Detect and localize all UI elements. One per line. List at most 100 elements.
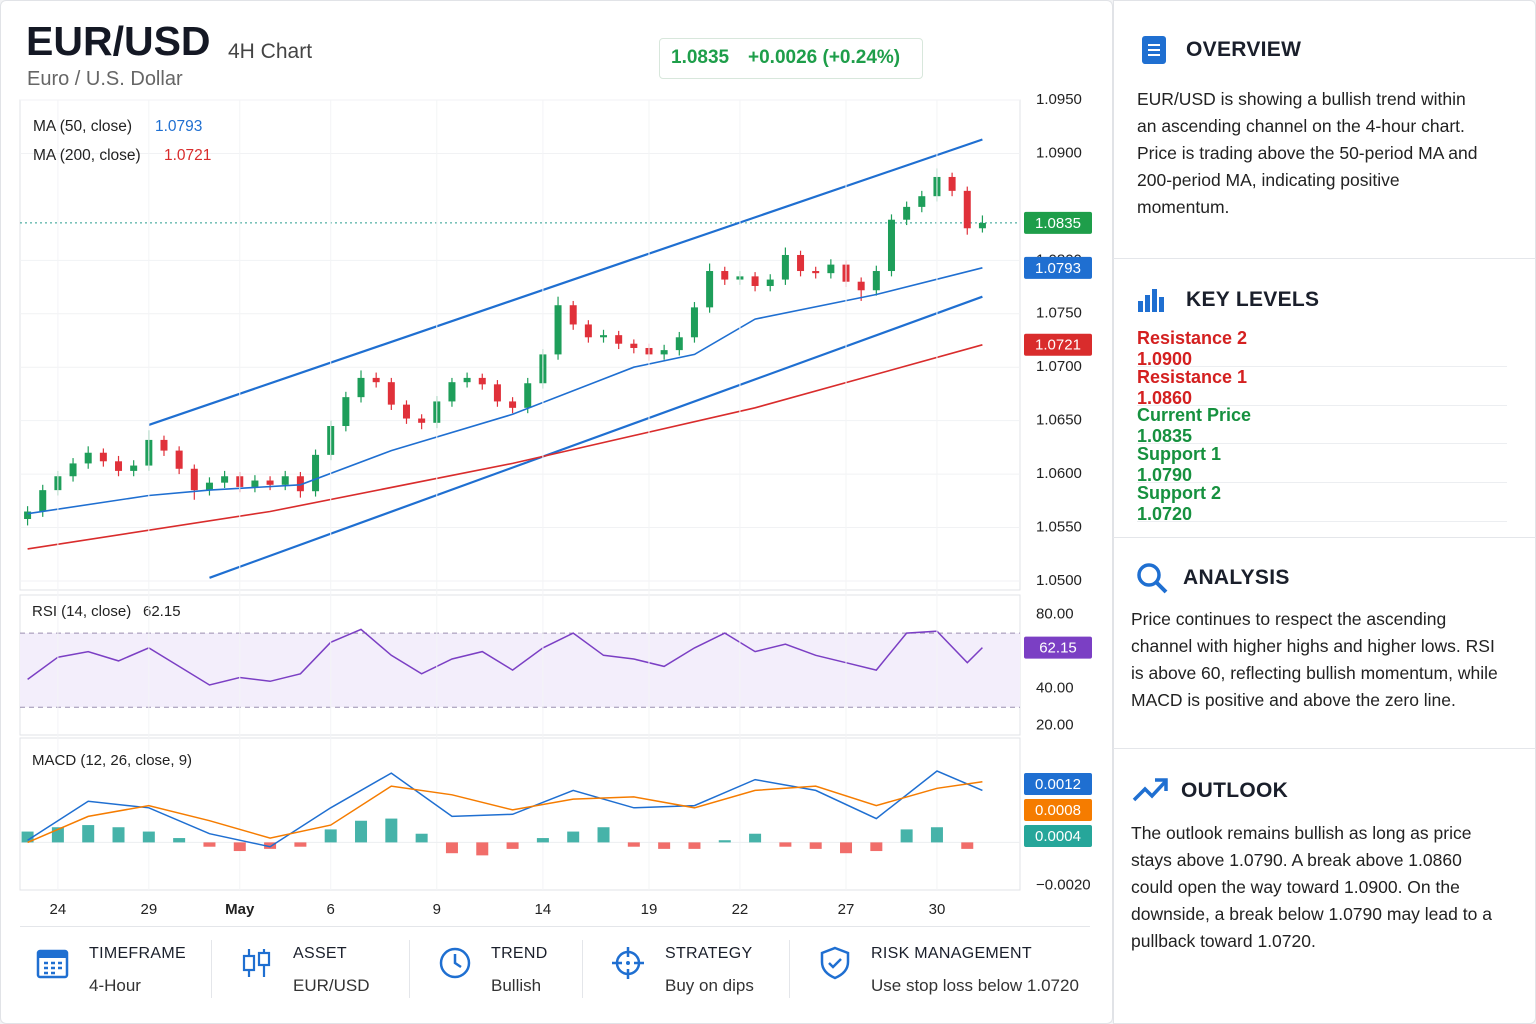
macd-badge-bg (1024, 799, 1092, 821)
key-level-row: Resistance 1 1.0860 (1137, 367, 1507, 408)
section-separator (1113, 748, 1536, 749)
key-level-row: Resistance 2 1.0900 (1137, 328, 1507, 369)
icon-shape (828, 958, 842, 969)
histogram-bar (718, 840, 731, 843)
candle-body (827, 264, 835, 274)
candle-body (675, 337, 683, 351)
info-separator (789, 940, 790, 998)
info-title: TREND (491, 945, 548, 962)
icon-shape (453, 954, 462, 969)
x-tick-label: 19 (641, 901, 658, 918)
candle-body (948, 176, 956, 191)
histogram-bar (173, 838, 186, 843)
icon-shape (38, 951, 67, 958)
candle-body (600, 335, 608, 338)
sidebar-card (1113, 0, 1536, 1024)
clock-icon (439, 947, 471, 979)
histogram-bar (476, 842, 489, 856)
candle-body (569, 305, 577, 325)
candle-body (160, 439, 168, 451)
moving-average (27, 267, 983, 515)
y-tick-label: 1.0600 (1036, 465, 1082, 482)
price-badge: 1.0835 (1035, 215, 1081, 232)
y-tick-label: 1.0950 (1036, 91, 1082, 108)
candle-body (918, 196, 926, 207)
histogram-bar (355, 820, 368, 843)
current-price: 1.0835 (671, 47, 730, 68)
macd-badge: 0.0012 (1035, 776, 1081, 793)
moving-average (27, 344, 983, 550)
icon-shape (1159, 297, 1164, 312)
histogram-bar (203, 842, 216, 847)
macd-badge-bg (1024, 825, 1092, 847)
candle-body (99, 452, 107, 462)
channel-line (209, 295, 983, 579)
histogram-bar (688, 842, 701, 849)
candle-body (887, 219, 895, 272)
search-icon (1137, 563, 1168, 594)
key-level-row: Current Price 1.0835 (1137, 405, 1507, 446)
calendar-icon (36, 949, 69, 979)
x-tick-label: May (225, 901, 255, 918)
x-tick-label: 9 (433, 901, 441, 918)
candle-body (766, 279, 774, 286)
info-separator (582, 940, 583, 998)
icon-shape (820, 946, 850, 980)
icon-shape (1148, 44, 1160, 56)
x-tick-label: 22 (732, 901, 749, 918)
icon-shape (612, 947, 644, 979)
candle-body (781, 254, 789, 280)
y-tick-label: 1.0750 (1036, 305, 1082, 322)
candle-body (372, 377, 380, 383)
symbol: EUR/USD (26, 18, 211, 64)
legend-label: MA (50, close) (33, 118, 132, 135)
icon-shape (439, 947, 471, 979)
histogram-bar (870, 842, 883, 852)
candle-body (175, 450, 183, 469)
candle-body (812, 271, 820, 274)
outlook-text: The outlook remains bullish as long as p… (1131, 823, 1492, 951)
overview-text: EUR/USD is showing a bullish trend withi… (1137, 89, 1478, 217)
key-level-value: 1.0900 (1137, 349, 1193, 369)
candle-body (478, 377, 486, 385)
candle-body (963, 190, 971, 229)
chart: 1.0500 1.0550 1.0600 1.0650 1.0700 1.0750 1.08… (19, 91, 1092, 918)
y-tick-label: 40.00 (1036, 680, 1074, 697)
candles-icon (242, 949, 271, 977)
legend-value: 1.0793 (155, 118, 202, 135)
x-tick-label: 30 (929, 901, 946, 918)
candle-body (660, 350, 668, 355)
key-level-row: Support 2 1.0720 (1137, 483, 1507, 524)
bars-icon (1138, 289, 1164, 312)
candle-body (690, 307, 698, 338)
macd-badge: 0.0004 (1035, 828, 1081, 845)
histogram-bar (840, 842, 853, 854)
shield-icon (820, 946, 850, 980)
rsi-value: 62.15 (143, 603, 181, 620)
histogram-bar (506, 842, 519, 849)
x-tick-label: 29 (140, 901, 157, 918)
y-tick-label: 1.0500 (1036, 572, 1082, 589)
rsi-badge: 62.15 (1039, 640, 1077, 657)
icon-shape (1154, 580, 1168, 594)
legend-value: 1.0721 (164, 147, 211, 164)
y-tick-label: 80.00 (1036, 606, 1074, 623)
candle-body (357, 377, 365, 398)
icon-shape (1138, 301, 1143, 312)
histogram-bar (658, 842, 671, 849)
y-tick-label: 20.00 (1036, 717, 1074, 734)
histogram-bar (445, 842, 458, 854)
y-tick-label: 1.0550 (1036, 519, 1082, 536)
histogram-bar (82, 825, 95, 843)
histogram-bar (536, 838, 549, 843)
histogram-bar (900, 829, 913, 843)
candle-body (751, 276, 759, 286)
histogram-bar (233, 842, 246, 852)
x-tick-label: 14 (535, 901, 552, 918)
candle-body (706, 271, 714, 308)
candle-body (387, 382, 395, 405)
histogram-bar (21, 831, 34, 843)
histogram-bar (779, 842, 792, 847)
info-separator (409, 940, 410, 998)
